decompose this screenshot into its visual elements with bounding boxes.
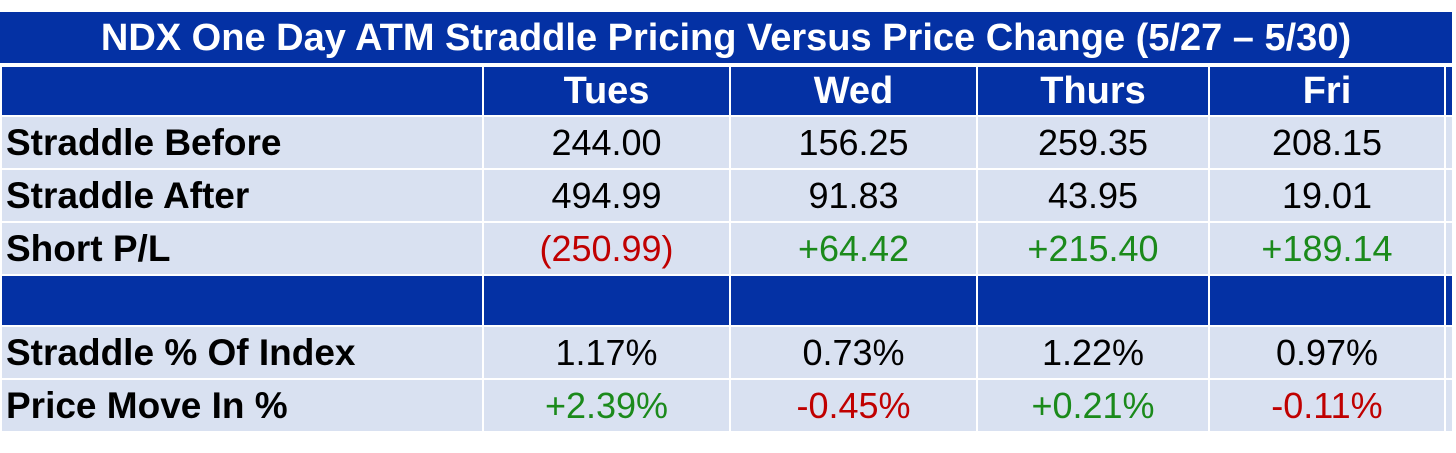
table-cell: 156.25: [729, 115, 978, 170]
table-cell: 0.97%: [1208, 325, 1446, 380]
spacer-cell: [482, 274, 731, 327]
table-cell: 0.73%: [729, 325, 978, 380]
table-cell: +64.42: [729, 221, 978, 276]
table-cell: 1.17%: [482, 325, 731, 380]
table-cell: 244.00: [482, 115, 731, 170]
row-tail-cell: [1444, 115, 1454, 170]
header-row: Tues Wed Thurs Fri: [0, 65, 1454, 117]
row-tail-cell: [1444, 378, 1454, 433]
table-cell: 43.95: [976, 168, 1210, 223]
table-row: Short P/L (250.99) +64.42 +215.40 +189.1…: [0, 221, 1454, 276]
header-corner-cell: [0, 65, 484, 117]
spacer-cell: [1208, 274, 1446, 327]
spacer-cell: [976, 274, 1210, 327]
table-cell: +215.40: [976, 221, 1210, 276]
table-row: Straddle After 494.99 91.83 43.95 19.01: [0, 168, 1454, 223]
table-cell: +2.39%: [482, 378, 731, 433]
row-label-price-move: Price Move In %: [0, 378, 484, 433]
spacer-row: [0, 274, 1454, 327]
straddle-table: NDX One Day ATM Straddle Pricing Versus …: [0, 12, 1454, 433]
table-cell: +0.21%: [976, 378, 1210, 433]
table-cell: 1.22%: [976, 325, 1210, 380]
table-cell: -0.45%: [729, 378, 978, 433]
spacer-cell: [729, 274, 978, 327]
table-row: Price Move In % +2.39% -0.45% +0.21% -0.…: [0, 378, 1454, 433]
table-title: NDX One Day ATM Straddle Pricing Versus …: [0, 12, 1452, 65]
table-cell: 91.83: [729, 168, 978, 223]
table-cell: 494.99: [482, 168, 731, 223]
table-cell: +189.14: [1208, 221, 1446, 276]
spacer-cell: [0, 274, 484, 327]
row-label-straddle-before: Straddle Before: [0, 115, 484, 170]
table-row: Straddle Before 244.00 156.25 259.35 208…: [0, 115, 1454, 170]
straddle-grid: Tues Wed Thurs Fri Straddle Before 244.0…: [0, 65, 1454, 433]
column-header-tues: Tues: [482, 65, 731, 117]
row-tail-cell: [1444, 325, 1454, 380]
column-header-fri: Fri: [1208, 65, 1446, 117]
row-label-straddle-after: Straddle After: [0, 168, 484, 223]
table-cell: 19.01: [1208, 168, 1446, 223]
row-tail-cell: [1444, 168, 1454, 223]
column-header-wed: Wed: [729, 65, 978, 117]
table-cell: 208.15: [1208, 115, 1446, 170]
spacer-cell: [1444, 274, 1454, 327]
table-cell: (250.99): [482, 221, 731, 276]
table-cell: 259.35: [976, 115, 1210, 170]
row-label-straddle-pct-index: Straddle % Of Index: [0, 325, 484, 380]
table-row: Straddle % Of Index 1.17% 0.73% 1.22% 0.…: [0, 325, 1454, 380]
row-label-short-pl: Short P/L: [0, 221, 484, 276]
row-tail-cell: [1444, 221, 1454, 276]
header-tail-cell: [1444, 65, 1454, 117]
table-cell: -0.11%: [1208, 378, 1446, 433]
column-header-thurs: Thurs: [976, 65, 1210, 117]
